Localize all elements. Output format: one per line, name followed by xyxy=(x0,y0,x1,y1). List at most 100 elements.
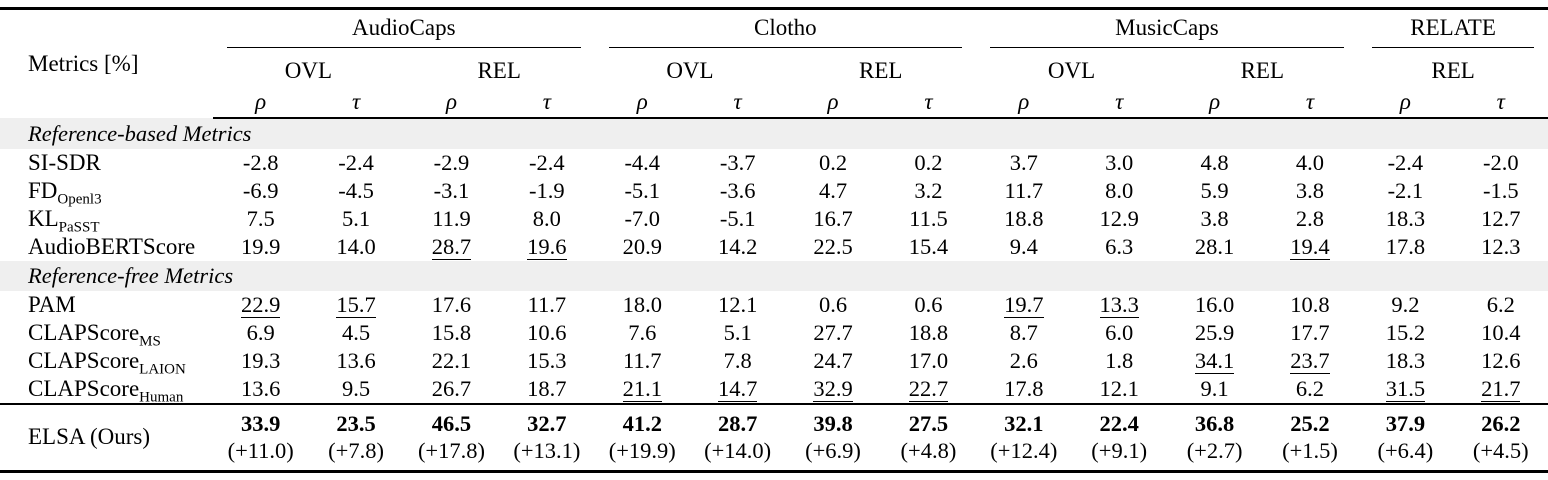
dataset-name: MusicCaps xyxy=(1115,15,1219,40)
metric-value: -4.5 xyxy=(338,178,374,203)
metric-value: 19.6 xyxy=(499,233,594,261)
metric-row: FDOpenl3 -6.9 -4.5 -3.1 -1.9 -5.1 -3.6 4.7 3.2 11… xyxy=(0,177,1548,208)
metrics-table: Metrics [%] AudioCaps Clotho MusicCaps RELAT… xyxy=(0,7,1548,473)
metric-value: 11.9 xyxy=(432,206,471,231)
stat-symbol: ρ xyxy=(976,86,1072,119)
delta-value: (+2.7) xyxy=(1186,438,1243,463)
metric-name-subscript: Openl3 xyxy=(57,191,102,208)
metric-value: 12.9 xyxy=(1099,206,1139,231)
metric-value: 9.1 xyxy=(1200,376,1229,401)
metric-value: 12.1 xyxy=(717,292,758,317)
subgroup-header: OVL xyxy=(284,57,333,83)
metric-value: 22.5 xyxy=(813,234,853,259)
elsa-value-cell: 39.8 (+6.9) xyxy=(785,403,881,472)
metric-value: -3.1 xyxy=(433,178,470,203)
stat-symbol: τ xyxy=(1262,86,1358,119)
metric-value: 13.3 xyxy=(1072,291,1167,319)
delta-value: (+6.4) xyxy=(1377,438,1434,463)
metric-value: 8.0 xyxy=(532,206,561,231)
metric-name-base: AudioBERTScore xyxy=(28,234,196,259)
metric-value: 4.8 xyxy=(1200,150,1229,175)
metric-name: PAM xyxy=(0,291,213,319)
group-underline-rule: Clotho xyxy=(608,15,963,48)
metric-value: 9.2 xyxy=(1391,292,1420,317)
metric-value: 17.8 xyxy=(1004,376,1044,401)
metric-name-base: CLAPScore xyxy=(28,376,140,401)
delta-value: (+12.4) xyxy=(990,438,1058,463)
best-bold-value: 23.5 xyxy=(336,411,376,436)
metric-value: 11.7 xyxy=(1004,178,1044,203)
metric-value: -3.7 xyxy=(719,150,756,175)
metric-value: 19.9 xyxy=(241,234,281,259)
metric-value: 18.8 xyxy=(1004,206,1044,231)
metric-value: 0.6 xyxy=(914,292,943,317)
metric-value: 15.7 xyxy=(308,291,403,319)
second-best-underlined-value: 15.7 xyxy=(336,291,376,319)
second-best-underlined-value: 34.1 xyxy=(1194,347,1235,375)
stat-symbol: τ xyxy=(1453,86,1548,119)
metric-value: 7.8 xyxy=(723,348,752,373)
metric-value: 22.1 xyxy=(431,348,472,373)
metric-value: 12.1 xyxy=(1099,376,1139,401)
best-bold-value: 36.8 xyxy=(1194,411,1235,436)
stat-symbol: τ xyxy=(308,86,404,119)
stat-symbol: ρ xyxy=(594,86,690,119)
metric-value: 3.7 xyxy=(1009,150,1038,175)
stat-symbol: ρ xyxy=(1357,86,1454,119)
second-best-underlined-value: 19.6 xyxy=(527,233,567,261)
metric-value: 11.5 xyxy=(909,206,948,231)
metric-name: AudioBERTScore xyxy=(0,233,213,261)
stat-symbol: ρ xyxy=(213,86,309,119)
metric-value: 6.2 xyxy=(1486,292,1515,317)
second-best-underlined-value: 19.4 xyxy=(1290,233,1330,261)
metric-value: 8.7 xyxy=(1009,320,1038,345)
metric-value: 15.4 xyxy=(908,234,949,259)
elsa-value-cell: 46.5 (+17.8) xyxy=(403,403,500,472)
metric-value: 5.1 xyxy=(723,320,752,345)
section-header-row: Reference-based Metrics xyxy=(0,118,1548,149)
metric-value: 22.7 xyxy=(881,375,976,404)
metric-value: 21.7 xyxy=(1453,375,1548,404)
table-body: Reference-based Metrics SI-SDR -2.8 -2.4 -2.… xyxy=(0,118,1548,472)
second-best-underlined-value: 21.7 xyxy=(1481,375,1521,403)
metric-name-subscript: LAION xyxy=(139,361,186,378)
delta-value: (+11.0) xyxy=(227,438,294,463)
metric-value: 19.4 xyxy=(1262,233,1357,261)
metric-value: 12.6 xyxy=(1481,348,1521,373)
metric-value: 28.1 xyxy=(1194,234,1235,259)
best-bold-value: 33.9 xyxy=(241,411,281,436)
elsa-value-cell: 25.2 (+1.5) xyxy=(1262,403,1358,472)
metric-value: 15.8 xyxy=(431,320,472,345)
elsa-value-cell: 26.2 (+4.5) xyxy=(1453,403,1548,472)
elsa-value-cell: 22.4 (+9.1) xyxy=(1071,403,1167,472)
subgroup-header: REL xyxy=(859,57,903,83)
metric-name: SI-SDR xyxy=(0,149,213,177)
delta-value: (+7.8) xyxy=(328,438,384,463)
elsa-value-cell: 41.2 (+19.9) xyxy=(594,403,690,472)
metric-value: -1.5 xyxy=(1482,178,1519,203)
elsa-value-cell: 36.8 (+2.7) xyxy=(1166,403,1263,472)
stat-symbol: τ xyxy=(1071,86,1167,119)
metric-value: 15.3 xyxy=(527,348,567,373)
elsa-value-cell: 27.5 (+4.8) xyxy=(880,403,977,472)
metric-value: 14.7 xyxy=(690,375,785,404)
second-best-underlined-value: 32.9 xyxy=(813,375,853,403)
metric-value: 3.8 xyxy=(1200,206,1229,231)
metric-value: 17.7 xyxy=(1290,320,1330,345)
second-best-underlined-value: 19.7 xyxy=(1004,291,1044,319)
metric-value: 28.7 xyxy=(404,233,499,261)
second-best-underlined-value: 13.3 xyxy=(1099,291,1139,319)
group-underline-rule: RELATE xyxy=(1371,15,1535,48)
metric-name-base: KL xyxy=(28,206,59,231)
delta-value: (+13.1) xyxy=(513,438,581,463)
stat-symbol: ρ xyxy=(1166,86,1263,119)
metric-value: -6.9 xyxy=(242,178,279,203)
best-bold-value: 27.5 xyxy=(908,411,949,436)
metric-value: 10.4 xyxy=(1481,320,1521,345)
metric-value: 5.9 xyxy=(1200,178,1229,203)
dataset-group-row: Metrics [%] AudioCaps Clotho MusicCaps RELAT… xyxy=(0,9,1548,76)
best-bold-value: 28.7 xyxy=(717,411,758,436)
metric-value: 9.4 xyxy=(1009,234,1038,259)
metric-row: CLAPScoreMS 6.9 4.5 15.8 10.6 7.6 5.1 27.7 18.8 8… xyxy=(0,319,1548,349)
